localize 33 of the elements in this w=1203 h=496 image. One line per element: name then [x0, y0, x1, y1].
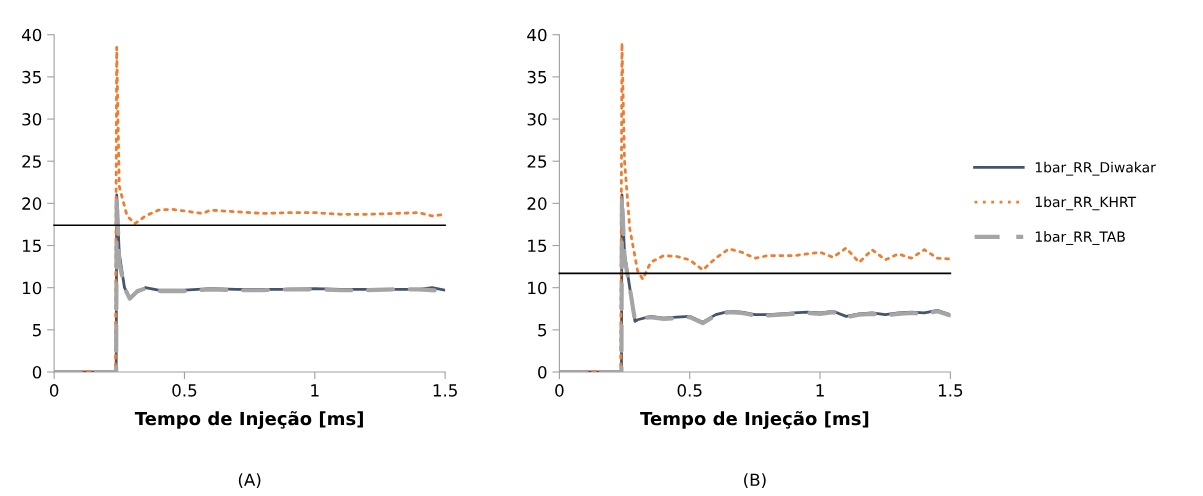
x-tick-label: 0.5	[677, 384, 702, 397]
x-tick-label: 0	[49, 384, 59, 397]
x-tick-label: 1.5	[938, 384, 963, 397]
x-tick-label: 1.5	[433, 384, 457, 397]
x-axis-title: Tempo de Injeção [ms]	[640, 411, 869, 429]
y-tick-label: 35	[527, 70, 547, 84]
y-tick-label: 25	[527, 155, 547, 168]
text: (B)	[744, 473, 766, 489]
y-tick-label: 0	[538, 365, 547, 379]
x-tick-label: 0.5	[172, 384, 197, 397]
x-tick-label: 0	[555, 384, 564, 397]
y-tick-label: 25	[22, 155, 41, 168]
y-tick-label: 10	[22, 281, 42, 295]
y-tick-label: 30	[22, 113, 42, 126]
x-tick-label: 1	[311, 384, 319, 397]
y-tick-label: 35	[22, 70, 41, 84]
y-tick-label: 40	[527, 28, 547, 42]
y-tick-label: 5	[538, 324, 547, 337]
y-tick-label: 40	[21, 28, 42, 42]
y-tick-label: 0	[32, 365, 42, 379]
y-tick-label: 30	[527, 113, 547, 126]
legend-label: 1bar_RR_Diwakar	[1035, 161, 1156, 176]
legend-label: 1bar_RR_KHRT	[1035, 196, 1137, 211]
x-axis-title: Tempo de Injeção [ms]	[134, 411, 363, 429]
y-tick-label: 20	[22, 197, 42, 210]
legend-label: 1bar_RR_TAB	[1035, 231, 1125, 245]
x-tick-label: 1	[816, 384, 824, 397]
y-tick-label: 5	[33, 324, 41, 337]
text: (A)	[238, 473, 261, 489]
y-tick-label: 10	[528, 281, 547, 295]
y-tick-label: 15	[528, 239, 547, 253]
y-tick-label: 15	[22, 239, 41, 253]
y-tick-label: 20	[527, 197, 547, 210]
